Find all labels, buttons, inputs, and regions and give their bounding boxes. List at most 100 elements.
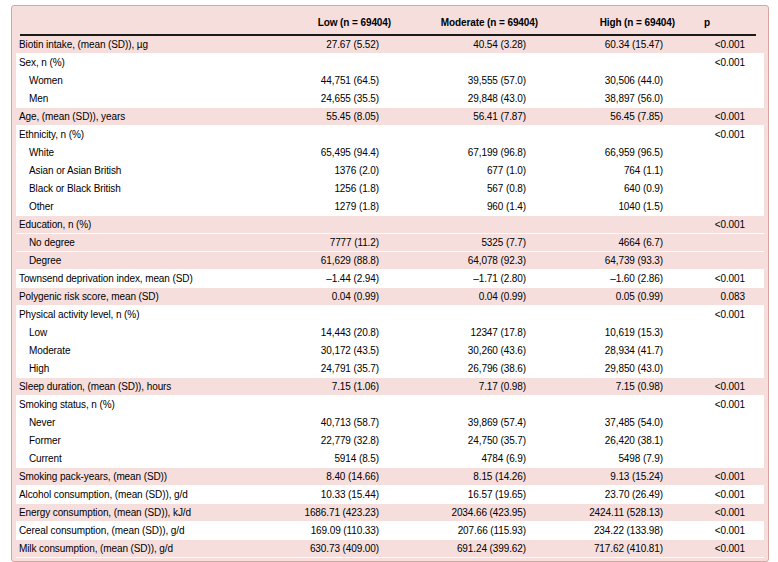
- cell-p: <0.001: [677, 270, 764, 287]
- row-label: Age, (mean (SD)), years: [16, 108, 249, 125]
- column-header-moderate: Moderate (n = 69404): [393, 12, 540, 34]
- table-row-smoking-status: Smoking status, n (%) <0.001: [16, 396, 764, 414]
- cell-high: 38,897 (56.0): [540, 90, 677, 107]
- cell-p: [677, 342, 764, 359]
- table-row-sex: Sex, n (%) <0.001: [16, 54, 764, 72]
- cell-moderate: 567 (0.8): [393, 180, 540, 197]
- cell-p: 0.083: [677, 288, 764, 305]
- cell-moderate: 64,078 (92.3): [393, 252, 540, 269]
- cell-low: 14,443 (20.8): [249, 324, 393, 341]
- cell-low: [249, 216, 393, 233]
- cell-low: 1279 (1.8): [249, 198, 393, 215]
- row-label: Asian or Asian British: [16, 162, 249, 179]
- cell-p: [677, 432, 764, 449]
- row-label: Alcohol consumption, (mean (SD)), g/d: [16, 486, 249, 503]
- cell-moderate: 207.66 (115.93): [393, 522, 540, 539]
- cell-p: <0.001: [677, 522, 764, 539]
- cell-p: <0.001: [677, 216, 764, 233]
- cell-high: 10,619 (15.3): [540, 324, 677, 341]
- cell-high: [540, 396, 677, 413]
- cell-low: 8.40 (14.66): [249, 468, 393, 485]
- table-row-ethnicity: Ethnicity, n (%) <0.001: [16, 126, 764, 144]
- cell-moderate: 12347 (17.8): [393, 324, 540, 341]
- cell-p: [677, 90, 764, 107]
- table-row-pack-years: Smoking pack-years, (mean (SD)) 8.40 (14…: [16, 468, 764, 486]
- cell-p: <0.001: [677, 126, 764, 143]
- row-label: Biotin intake, (mean (SD)), µg: [16, 36, 249, 53]
- cell-low: [249, 126, 393, 143]
- cell-high: 764 (1.1): [540, 162, 677, 179]
- table-row-former-smoker: Former 22,779 (32.8) 24,750 (35.7) 26,42…: [16, 432, 764, 450]
- cell-high: 26,420 (38.1): [540, 432, 677, 449]
- table-row-polygenic-risk: Polygenic risk score, mean (SD) 0.04 (0.…: [16, 288, 764, 306]
- cell-low: 27.67 (5.52): [249, 36, 393, 53]
- cell-low: 30,172 (43.5): [249, 342, 393, 359]
- cell-low: 1376 (2.0): [249, 162, 393, 179]
- row-label: Sex, n (%): [16, 54, 249, 71]
- cell-moderate: [393, 396, 540, 413]
- table-row-townsend: Townsend deprivation index, mean (SD) –1…: [16, 270, 764, 288]
- table-row-pa-moderate: Moderate 30,172 (43.5) 30,260 (43.6) 28,…: [16, 342, 764, 360]
- cell-moderate: 39,555 (57.0): [393, 72, 540, 89]
- row-label: Women: [16, 72, 249, 89]
- cell-p: [677, 450, 764, 467]
- cell-low: 22,779 (32.8): [249, 432, 393, 449]
- cell-low: 55.45 (8.05): [249, 108, 393, 125]
- cell-low: [249, 396, 393, 413]
- cell-moderate: 677 (1.0): [393, 162, 540, 179]
- cell-moderate: –1.71 (2.80): [393, 270, 540, 287]
- cell-moderate: 40.54 (3.28): [393, 36, 540, 53]
- cell-p: <0.001: [677, 378, 764, 395]
- cell-low: 1256 (1.8): [249, 180, 393, 197]
- cell-p: [677, 360, 764, 377]
- cell-p: <0.001: [677, 306, 764, 323]
- cell-p: [677, 162, 764, 179]
- row-label: Former: [16, 432, 249, 449]
- table-header-row: Low (n = 69404) Moderate (n = 69404) Hig…: [16, 12, 764, 34]
- row-label: Current: [16, 450, 249, 467]
- cell-moderate: 7.17 (0.98): [393, 378, 540, 395]
- table-row-biotin-intake: Biotin intake, (mean (SD)), µg 27.67 (5.…: [16, 36, 764, 54]
- cell-p: [677, 252, 764, 269]
- row-label: Milk consumption, (mean (SD)), g/d: [16, 540, 249, 557]
- row-label: White: [16, 144, 249, 161]
- page: { "colors": { "band": "#f6dedd", "frame"…: [0, 0, 778, 562]
- cell-high: 1040 (1.5): [540, 198, 677, 215]
- cell-p: [677, 414, 764, 431]
- cell-moderate: 67,199 (96.8): [393, 144, 540, 161]
- cell-p: <0.001: [677, 36, 764, 53]
- table-row-education: Education, n (%) <0.001: [16, 216, 764, 234]
- cell-moderate: 16.57 (19.65): [393, 486, 540, 503]
- row-label: Other: [16, 198, 249, 215]
- cell-p: [677, 144, 764, 161]
- cell-p: <0.001: [677, 54, 764, 71]
- cell-high: 717.62 (410.81): [540, 540, 677, 557]
- cell-low: [249, 306, 393, 323]
- table-row-women: Women 44,751 (64.5) 39,555 (57.0) 30,506…: [16, 72, 764, 90]
- row-label: Black or Black British: [16, 180, 249, 197]
- cell-p: <0.001: [677, 396, 764, 413]
- cell-high: 7.15 (0.98): [540, 378, 677, 395]
- cell-low: 1686.71 (423.23): [249, 504, 393, 521]
- cell-low: 61,629 (88.8): [249, 252, 393, 269]
- cell-high: 2424.11 (528.13): [540, 504, 677, 521]
- row-label: Smoking pack-years, (mean (SD)): [16, 468, 249, 485]
- cell-high: [540, 216, 677, 233]
- cell-high: 64,739 (93.3): [540, 252, 677, 269]
- row-label: Low: [16, 324, 249, 341]
- cell-moderate: [393, 126, 540, 143]
- cell-moderate: 8.15 (14.26): [393, 468, 540, 485]
- cell-p: <0.001: [677, 486, 764, 503]
- cell-high: 640 (0.9): [540, 180, 677, 197]
- table-row-milk: Milk consumption, (mean (SD)), g/d 630.7…: [16, 540, 764, 558]
- cell-moderate: 29,848 (43.0): [393, 90, 540, 107]
- cell-high: 29,850 (43.0): [540, 360, 677, 377]
- cell-low: 169.09 (110.33): [249, 522, 393, 539]
- cell-moderate: 4784 (6.9): [393, 450, 540, 467]
- cell-moderate: 691.24 (399.62): [393, 540, 540, 557]
- baseline-characteristics-table: Low (n = 69404) Moderate (n = 69404) Hig…: [11, 5, 769, 562]
- cell-low: 5914 (8.5): [249, 450, 393, 467]
- cell-p: [677, 198, 764, 215]
- table-row-current-smoker: Current 5914 (8.5) 4784 (6.9) 5498 (7.9): [16, 450, 764, 468]
- cell-low: [249, 54, 393, 71]
